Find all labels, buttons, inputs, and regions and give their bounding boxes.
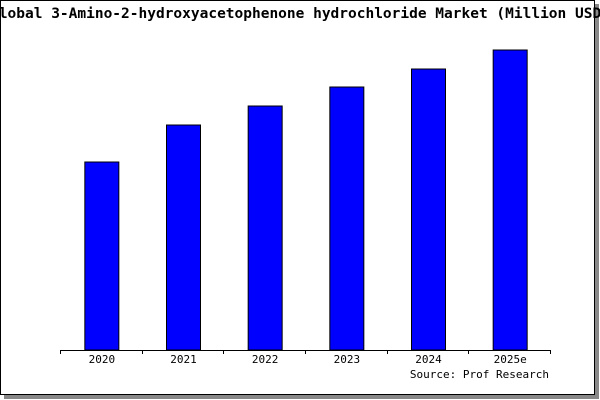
x-tick-label: 2024	[415, 353, 442, 366]
bar	[492, 49, 528, 351]
x-tick-label: 2020	[89, 353, 116, 366]
chart-title: Global 3-Amino-2-hydroxyacetophenone hyd…	[0, 6, 600, 22]
x-tick-label: 2022	[252, 353, 279, 366]
x-tick-label: 2025e	[494, 353, 527, 366]
bar	[411, 68, 446, 351]
bar	[84, 161, 120, 351]
bar	[247, 105, 283, 351]
bar	[329, 86, 365, 351]
x-tick-label: 2021	[170, 353, 197, 366]
x-tick-label: 2023	[334, 353, 361, 366]
bar	[166, 124, 201, 351]
source-note: Source: Prof Research	[410, 368, 549, 381]
